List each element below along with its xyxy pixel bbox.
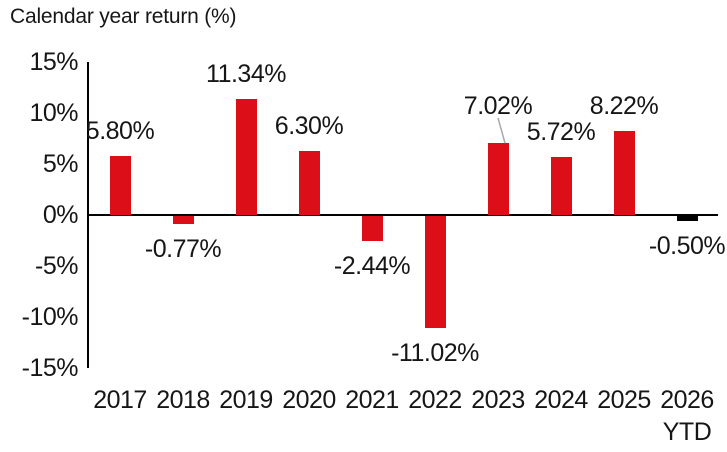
value-label-2018: -0.77% [144, 235, 222, 263]
callout-leader-line-2023 [490, 116, 510, 149]
x-label-2020: 2020 [282, 386, 336, 414]
y-tick--5pct: -5% [35, 252, 78, 280]
x-label-2021: 2021 [345, 386, 399, 414]
x-label-2026: 2026 [660, 386, 714, 414]
value-label-2023: 7.02% [463, 92, 533, 120]
chart-title: Calendar year return (%) [10, 5, 237, 28]
value-label-2022: -11.02% [391, 339, 479, 367]
bar-2023 [487, 143, 509, 215]
bar-2025 [613, 131, 635, 215]
x-label-2017: 2017 [93, 386, 147, 414]
value-label-2026: -0.50% [648, 232, 726, 260]
y-tick-5pct: 5% [42, 150, 79, 178]
y-tick-0pct: 0% [42, 201, 79, 229]
bar-2026 [676, 216, 698, 221]
value-label-2017: 5.80% [85, 117, 155, 145]
x-label-2019: 2019 [219, 386, 273, 414]
x-label-2023: 2023 [471, 386, 525, 414]
value-label-2021: -2.44% [333, 252, 411, 280]
value-label-2020: 6.30% [274, 112, 344, 140]
x-label-2018: 2018 [156, 386, 210, 414]
y-tick--15pct: -15% [21, 354, 79, 382]
y-tick-10pct: 10% [29, 99, 78, 127]
value-label-2019: 11.34% [206, 60, 286, 88]
bar-2022 [424, 216, 446, 328]
x-label-2025: 2025 [597, 386, 651, 414]
value-label-2025: 8.22% [589, 92, 659, 120]
zero-baseline [87, 214, 718, 216]
bar-2018 [172, 216, 194, 224]
bar-2021 [361, 216, 383, 241]
y-tick--10pct: -10% [21, 303, 79, 331]
x-label-2026-suffix: YTD [662, 418, 712, 446]
value-label-2024: 5.72% [526, 118, 596, 146]
bar-2024 [550, 157, 572, 215]
x-label-2024: 2024 [534, 386, 588, 414]
bar-2020 [298, 151, 320, 215]
y-tick-15pct: 15% [29, 48, 78, 76]
bar-2019 [235, 99, 257, 215]
bar-2017 [109, 156, 131, 215]
x-label-2022: 2022 [408, 386, 462, 414]
